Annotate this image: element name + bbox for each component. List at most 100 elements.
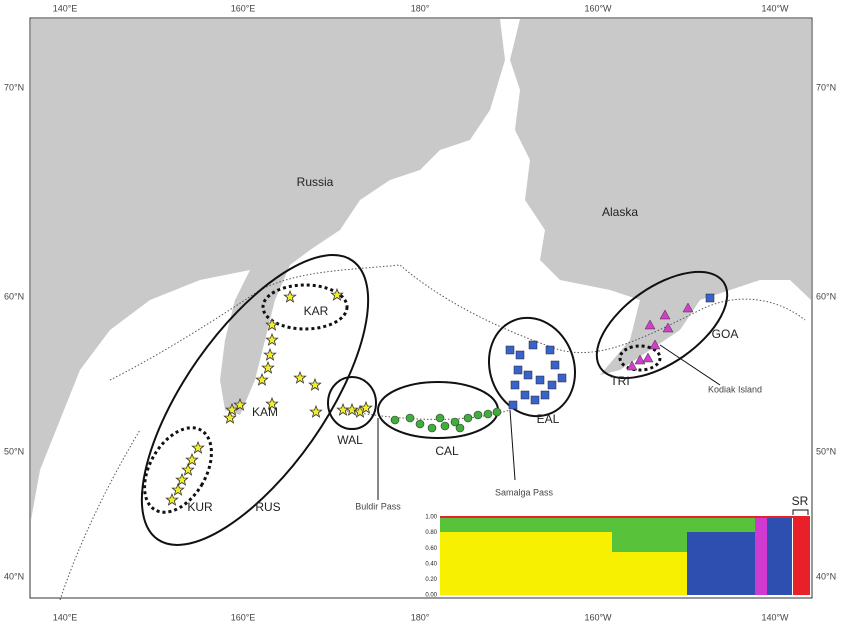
site-square — [705, 293, 715, 303]
lon-label: 140°W — [761, 612, 789, 622]
site-circle — [415, 419, 425, 429]
site-star — [225, 402, 239, 416]
site-star — [293, 370, 307, 384]
structure-plot: 1.00 0.80 0.60 0.40 0.20 0.00 SR — [425, 494, 810, 599]
region-label: EAL — [537, 412, 560, 426]
site-circle — [435, 413, 445, 423]
lon-label: 180° — [411, 612, 430, 622]
lon-label: 140°W — [761, 3, 789, 13]
land-russia — [31, 19, 505, 520]
site-triangle — [642, 352, 654, 363]
site-square — [515, 350, 525, 360]
site-triangle — [626, 360, 638, 371]
ellipse-kar — [261, 283, 349, 331]
site-triangle — [682, 302, 694, 313]
region-label: Buldir Pass — [355, 501, 401, 511]
site-circle — [463, 413, 473, 423]
site-circle — [455, 423, 465, 433]
site-star — [359, 400, 373, 414]
site-square — [535, 375, 545, 385]
site-circle — [473, 410, 483, 420]
site-star — [171, 482, 185, 496]
ellipse-rus — [140, 254, 370, 546]
lon-label: 140°E — [53, 3, 78, 13]
site-star — [223, 410, 237, 424]
inset-tick-label: 0.20 — [425, 577, 437, 583]
site-star — [181, 462, 195, 476]
site-square — [528, 340, 538, 350]
lat-label: 60°N — [816, 291, 836, 301]
lon-label: 180° — [411, 3, 430, 13]
site-star — [261, 360, 275, 374]
site-triangle — [649, 339, 661, 350]
lon-label: 140°E — [53, 612, 78, 622]
site-triangle — [634, 354, 646, 365]
region-label: CAL — [435, 444, 459, 458]
site-star — [309, 404, 323, 418]
site-square — [513, 365, 523, 375]
site-square — [520, 390, 530, 400]
inset-tick-label: 0.00 — [425, 593, 437, 599]
lon-label: 160°E — [231, 612, 256, 622]
lat-label: 50°N — [4, 446, 24, 456]
site-star — [185, 452, 199, 466]
site-square — [505, 345, 515, 355]
region-label: Samalga Pass — [495, 487, 554, 497]
site-square — [557, 373, 567, 383]
sample-sites — [165, 287, 715, 506]
site-star — [308, 377, 322, 391]
site-star — [263, 347, 277, 361]
site-square — [550, 360, 560, 370]
ellipse-eal — [487, 316, 577, 418]
lon-label: 160°E — [231, 3, 256, 13]
ellipse-goa — [595, 270, 729, 380]
site-circle — [390, 415, 400, 425]
region-label: Kodiak Island — [708, 384, 762, 394]
site-circle — [440, 421, 450, 431]
site-circle — [405, 413, 415, 423]
inset-tick-label: 0.80 — [425, 530, 437, 536]
lon-label: 160°W — [584, 3, 612, 13]
region-label: KUR — [187, 500, 213, 514]
pointer-kodiak — [659, 344, 721, 386]
ellipse-kur — [143, 426, 213, 514]
site-square — [540, 390, 550, 400]
site-star — [265, 317, 279, 331]
site-star — [345, 402, 359, 416]
lat-label: 60°N — [4, 291, 24, 301]
region-label: KAR — [304, 304, 329, 318]
site-star — [265, 396, 279, 410]
lat-label: 40°N — [816, 571, 836, 581]
region-label: WAL — [337, 433, 363, 447]
site-star — [233, 397, 247, 411]
inset-tick-label: 1.00 — [425, 515, 437, 521]
pointer-samalga — [509, 409, 516, 481]
site-square — [510, 380, 520, 390]
region-label: KAM — [252, 405, 278, 419]
site-star — [165, 492, 179, 506]
site-triangle — [644, 319, 656, 330]
inset-tick-label: 0.40 — [425, 561, 437, 567]
site-square — [530, 395, 540, 405]
site-star — [330, 287, 344, 301]
region-label: TRI — [610, 374, 629, 388]
lat-label: 50°N — [816, 446, 836, 456]
site-square — [508, 400, 518, 410]
inset-label: SR — [792, 494, 809, 508]
site-triangle — [662, 322, 674, 333]
lat-label: 40°N — [4, 571, 24, 581]
site-square — [545, 345, 555, 355]
site-circle — [450, 417, 460, 427]
site-star — [175, 472, 189, 486]
site-circle — [483, 409, 493, 419]
region-label: Russia — [297, 175, 334, 189]
region-label: GOA — [712, 327, 739, 341]
site-star — [283, 289, 297, 303]
land-alaska — [510, 19, 811, 375]
site-star — [265, 332, 279, 346]
site-circle — [427, 423, 437, 433]
site-square — [523, 370, 533, 380]
lon-label: 160°W — [584, 612, 612, 622]
lat-label: 70°N — [4, 82, 24, 92]
